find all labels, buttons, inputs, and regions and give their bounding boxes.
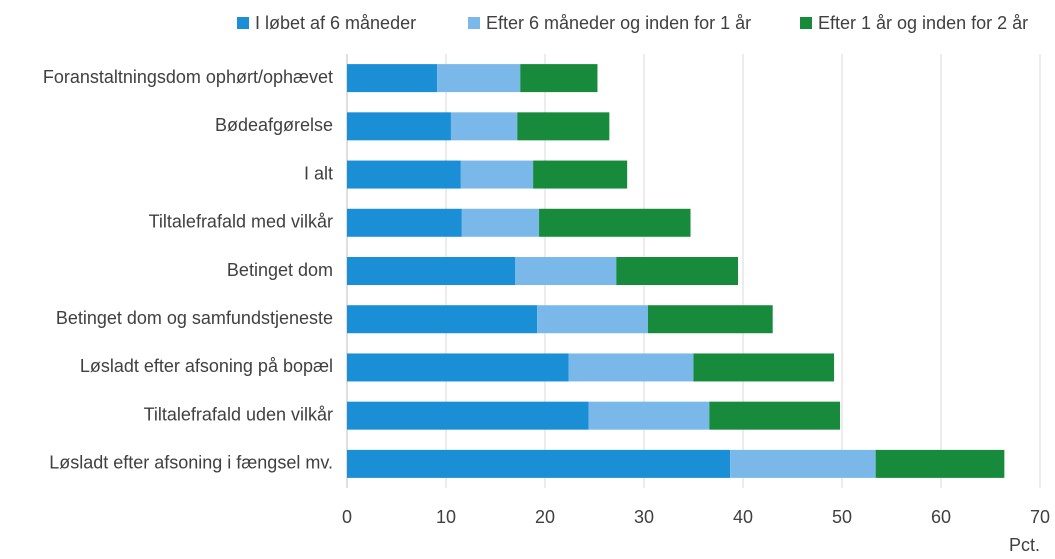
bar-segment bbox=[616, 257, 739, 285]
x-tick-label: 20 bbox=[535, 507, 555, 527]
legend-label: Efter 1 år og inden for 2 år bbox=[818, 13, 1028, 33]
bar-segment bbox=[537, 305, 648, 334]
x-tick-label: 10 bbox=[436, 507, 456, 527]
bar-segment bbox=[693, 353, 835, 382]
x-tick-label: 70 bbox=[1030, 507, 1050, 527]
y-tick-label: I alt bbox=[304, 163, 333, 183]
y-tick-label: Løsladt efter afsoning i fængsel mv. bbox=[49, 453, 333, 473]
bar-segment bbox=[539, 208, 691, 237]
bar-segment bbox=[347, 305, 538, 334]
bar-segment bbox=[347, 112, 451, 141]
bar-segment bbox=[730, 449, 876, 478]
legend-label: I løbet af 6 måneder bbox=[255, 13, 416, 33]
bar-segment bbox=[347, 257, 516, 285]
x-tick-label: 40 bbox=[733, 507, 753, 527]
bar-segment bbox=[515, 257, 617, 285]
bar-segment bbox=[517, 112, 610, 141]
bar-segment bbox=[460, 160, 534, 189]
legend-swatch bbox=[800, 17, 812, 29]
y-tick-label: Bødeafgørelse bbox=[215, 115, 333, 135]
bar-segment bbox=[347, 64, 438, 93]
legend-swatch bbox=[468, 17, 480, 29]
bar-segment bbox=[461, 208, 540, 237]
legend-swatch bbox=[237, 17, 249, 29]
bar-segment bbox=[450, 112, 518, 141]
bar-segment bbox=[647, 305, 773, 334]
x-tick-label: 30 bbox=[634, 507, 654, 527]
x-axis-label: Pct. bbox=[1009, 535, 1040, 555]
y-tick-label: Foranstaltningsdom ophørt/ophævet bbox=[43, 67, 333, 87]
x-tick-label: 50 bbox=[832, 507, 852, 527]
bar-segment bbox=[347, 449, 731, 478]
y-tick-label: Tiltalefrafald med vilkår bbox=[149, 212, 333, 232]
bar-segment bbox=[437, 64, 521, 93]
bar-segment bbox=[347, 160, 461, 189]
bar-segment bbox=[709, 401, 841, 430]
bar-segment bbox=[533, 160, 628, 189]
bar-segment bbox=[347, 401, 589, 430]
y-tick-label: Tiltalefrafald uden vilkår bbox=[144, 404, 333, 424]
bar-segment bbox=[588, 401, 710, 430]
x-tick-label: 0 bbox=[342, 507, 352, 527]
bar-segment bbox=[520, 64, 598, 93]
y-tick-label: Betinget dom og samfundstjeneste bbox=[56, 308, 333, 328]
bar-segment bbox=[347, 353, 569, 382]
bar-segment bbox=[875, 449, 1005, 478]
bar-segment bbox=[568, 353, 694, 382]
y-tick-label: Betinget dom bbox=[227, 260, 333, 280]
x-tick-label: 60 bbox=[931, 507, 951, 527]
legend-label: Efter 6 måneder og inden for 1 år bbox=[486, 13, 751, 33]
bar-segment bbox=[347, 208, 462, 237]
y-tick-label: Løsladt efter afsoning på bopæl bbox=[80, 356, 333, 376]
